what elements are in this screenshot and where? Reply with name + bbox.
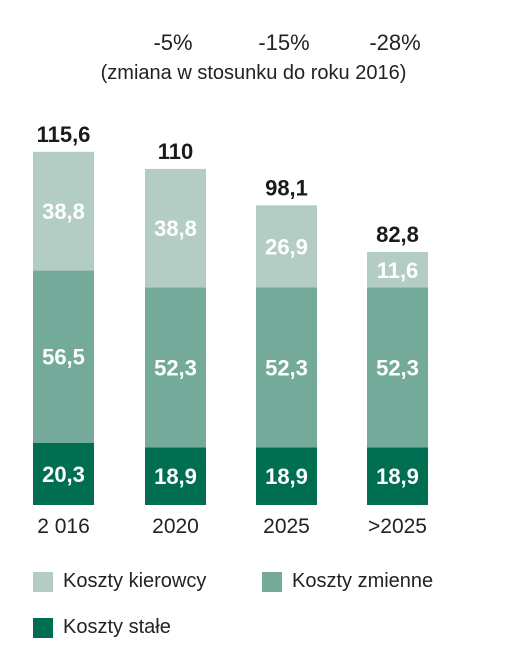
- legend-item-koszty-kierowcy: Koszty kierowcy: [33, 570, 206, 593]
- legend-swatch-koszty-stale: [33, 617, 53, 638]
- segment-label-2-0: 38,8: [42, 199, 85, 224]
- total-label-3: 82,8: [376, 222, 419, 247]
- segment-label-0-0: 20,3: [42, 462, 85, 487]
- bar-segment-1-2: [256, 287, 317, 448]
- category-label-0: 2 016: [37, 515, 90, 538]
- bar-segment-0-0: [33, 443, 94, 505]
- bar-segment-2-2: [256, 205, 317, 288]
- segment-label-1-2: 52,3: [265, 355, 308, 380]
- segment-label-0-2: 18,9: [265, 464, 308, 489]
- bar-segment-1-0: [33, 270, 94, 443]
- category-label-1: 2020: [152, 515, 199, 538]
- bar-segment-0-2: [256, 447, 317, 505]
- bar-segment-2-0: [33, 151, 94, 271]
- bar-segment-1-3: [367, 287, 428, 448]
- segment-label-1-3: 52,3: [376, 355, 419, 380]
- bar-segment-0-1: [145, 447, 206, 505]
- category-label-3: >2025: [368, 515, 427, 538]
- legend-label-koszty-stale: Koszty stałe: [63, 616, 171, 638]
- total-label-0: 115,6: [37, 122, 91, 147]
- bar-segment-2-1: [145, 168, 206, 288]
- bar-segment-0-3: [367, 447, 428, 505]
- segment-label-0-1: 18,9: [154, 464, 197, 489]
- segment-label-1-0: 56,5: [42, 345, 85, 370]
- total-label-2: 98,1: [265, 175, 308, 200]
- chart-subtitle: (zmiana w stosunku do roku 2016): [100, 62, 407, 84]
- bar-segment-2-3: [367, 252, 428, 288]
- legend-item-koszty-stale: Koszty stałe: [33, 616, 171, 639]
- change-after-2025: -28%: [369, 30, 421, 55]
- segment-label-2-2: 26,9: [265, 234, 308, 259]
- segment-label-0-3: 18,9: [376, 464, 419, 489]
- legend-label-koszty-zmienne: Koszty zmienne: [292, 570, 434, 592]
- legend-swatch-koszty-zmienne: [262, 571, 282, 592]
- change-2020: -5%: [153, 30, 193, 55]
- legend-label-koszty-kierowcy: Koszty kierowcy: [63, 570, 207, 592]
- segment-label-2-3: 11,6: [377, 258, 419, 283]
- legend-swatch-koszty-kierowcy: [33, 571, 53, 592]
- bar-segment-1-1: [145, 287, 206, 448]
- segment-label-1-1: 52,3: [154, 355, 197, 380]
- legend-item-koszty-zmienne: Koszty zmienne: [262, 570, 433, 593]
- category-label-2: 2025: [263, 515, 310, 538]
- segment-label-2-1: 38,8: [154, 216, 197, 241]
- total-label-1: 110: [158, 139, 194, 164]
- change-2025: -15%: [258, 30, 310, 55]
